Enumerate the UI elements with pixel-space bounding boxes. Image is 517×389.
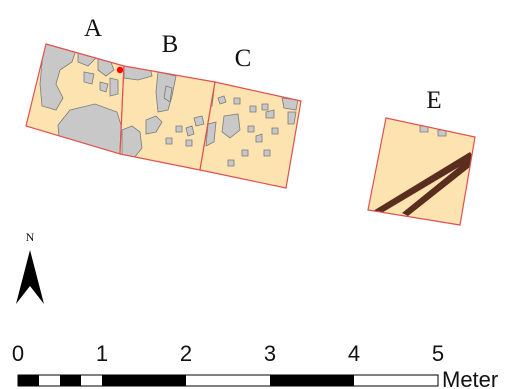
plot-e-features bbox=[373, 125, 475, 216]
rock bbox=[185, 125, 195, 137]
rock bbox=[233, 97, 241, 105]
rock bbox=[145, 115, 163, 135]
plot-c-area bbox=[200, 82, 301, 188]
rock bbox=[217, 95, 227, 105]
root-band bbox=[402, 158, 475, 216]
rock bbox=[247, 125, 255, 133]
rock bbox=[175, 125, 183, 133]
scale-segment bbox=[102, 375, 186, 386]
scale-tick-5: 5 bbox=[432, 341, 444, 366]
north-arrow: N bbox=[16, 230, 44, 304]
rock bbox=[241, 149, 249, 157]
rock bbox=[83, 71, 95, 85]
rock bbox=[263, 149, 271, 157]
plot-label-c: C bbox=[235, 45, 252, 72]
plot-label-e: E bbox=[426, 87, 441, 114]
rock bbox=[227, 159, 235, 167]
rock bbox=[109, 77, 119, 97]
plot-label-a: A bbox=[84, 15, 102, 42]
rock bbox=[271, 127, 279, 135]
north-arrow-icon bbox=[16, 250, 44, 304]
plot-e-border bbox=[367, 117, 476, 226]
rock bbox=[163, 85, 173, 103]
plot-a-rocks bbox=[39, 44, 124, 154]
rock bbox=[99, 81, 109, 93]
red-marker bbox=[116, 66, 124, 74]
scale-tick-0: 0 bbox=[12, 341, 24, 366]
scale-segment bbox=[60, 375, 81, 386]
scale-bar: 0 1 2 3 4 5 Meter bbox=[12, 341, 498, 389]
scale-tick-2: 2 bbox=[180, 341, 192, 366]
scale-segment bbox=[270, 375, 354, 386]
rock bbox=[205, 121, 217, 147]
scale-tick-4: 4 bbox=[348, 341, 360, 366]
scale-tick-1: 1 bbox=[96, 341, 108, 366]
root-band bbox=[373, 152, 474, 214]
rock bbox=[185, 139, 193, 147]
plot-e[interactable] bbox=[367, 117, 476, 226]
plot-a[interactable] bbox=[25, 42, 125, 160]
plot-c-border bbox=[199, 81, 302, 189]
plot-label-b: B bbox=[162, 31, 179, 58]
rock bbox=[255, 133, 263, 143]
rock bbox=[265, 109, 275, 119]
scale-unit-label: Meter bbox=[442, 367, 498, 389]
north-label: N bbox=[26, 230, 35, 244]
plot-b[interactable] bbox=[119, 64, 216, 171]
scale-tick-3: 3 bbox=[264, 341, 276, 366]
rock bbox=[261, 103, 269, 111]
rock bbox=[193, 115, 205, 127]
rock bbox=[165, 137, 173, 145]
rock bbox=[57, 103, 124, 154]
plot-c[interactable] bbox=[199, 81, 302, 189]
rock bbox=[249, 105, 257, 113]
scale-segment bbox=[18, 375, 39, 386]
rock bbox=[221, 113, 241, 139]
rock bbox=[287, 111, 297, 125]
